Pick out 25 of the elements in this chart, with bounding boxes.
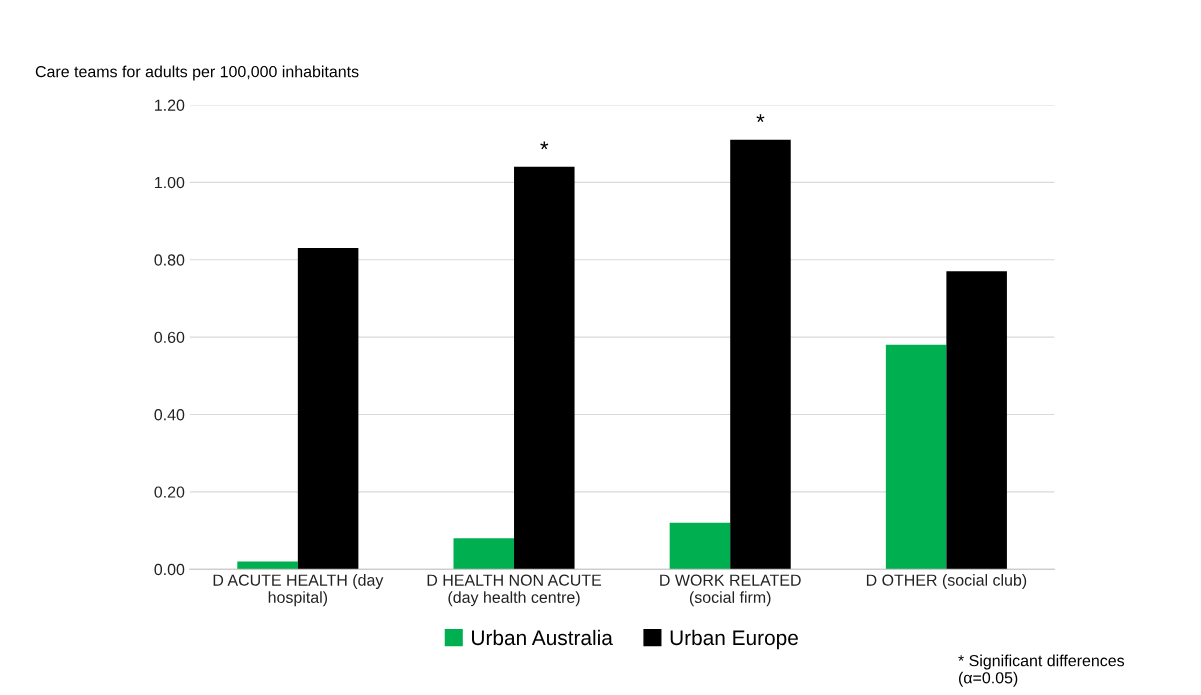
bar [730,139,791,570]
x-tick-label: D ACUTE HEALTH (day hospital) [213,574,384,607]
x-tick-label: D WORK RELATED (social firm) [660,574,801,607]
bar [946,271,1007,570]
legend-label: Urban Australia [472,629,613,646]
annotation: * [756,114,765,123]
bar [885,344,947,570]
bar [453,538,515,570]
text: * Significant differences (α=0.05) [958,654,1125,687]
x-tick-label: D HEALTH NON ACUTE (day health centre) [427,574,602,607]
bar [514,166,575,570]
y-tick-label: 1.00 [155,176,185,189]
y-tick-label: 0.00 [154,563,185,576]
y-tick-label: 1.20 [155,99,185,111]
y-tick-label: 0.80 [154,254,185,266]
y-tick-label: 0.20 [154,486,185,498]
bar [237,561,298,570]
bar [669,522,731,570]
y-tick-label: 0.40 [154,409,185,421]
bar [297,248,359,570]
annotation: * [540,141,549,150]
x-tick-label: D OTHER (social club) [866,574,1027,589]
y-axis-title: Care teams for adults per 100,000 inhabitants [35,65,359,81]
y-tick-label: 0.60 [154,331,185,344]
legend-label: Urban Europe [670,629,798,650]
